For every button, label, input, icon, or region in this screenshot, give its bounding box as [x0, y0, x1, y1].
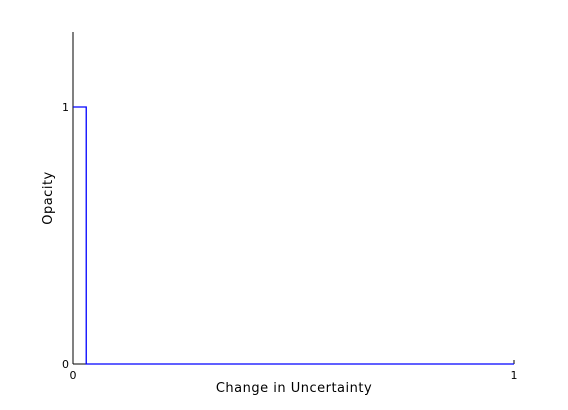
x-tick-label: 0: [70, 369, 77, 382]
series-line: [73, 106, 514, 365]
y-tick-label: 1: [62, 101, 69, 114]
y-axis-title: Opacity: [41, 171, 56, 225]
axes: [72, 32, 514, 365]
x-axis-title: Change in Uncertainty: [216, 381, 372, 396]
y-tick-label: 0: [62, 358, 69, 371]
series-layer: [73, 106, 514, 365]
x-tick-label: 1: [511, 369, 518, 382]
ticks: 0 1 0 1: [62, 101, 518, 382]
